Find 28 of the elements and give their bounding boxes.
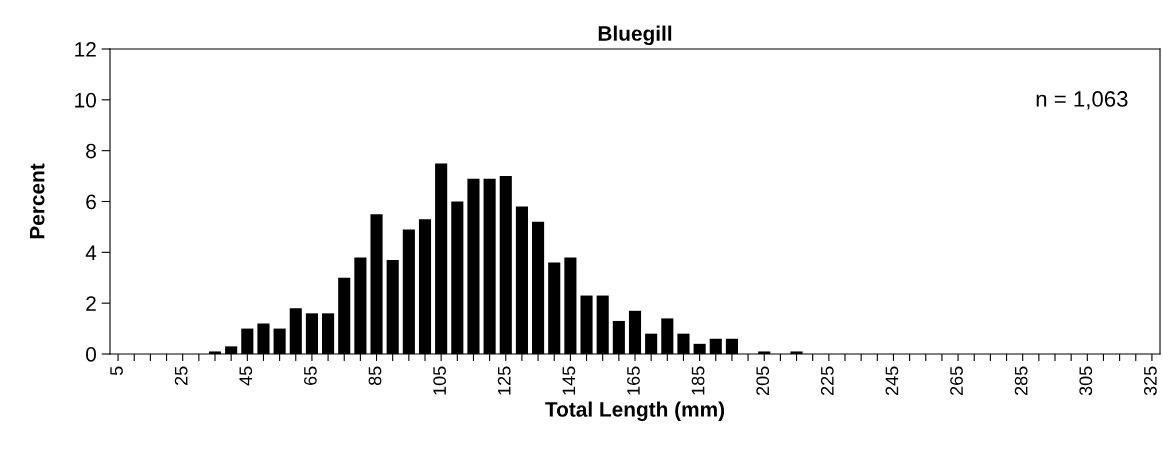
x-tick-label: 305 <box>1079 366 1093 396</box>
x-tick-label: 325 <box>1143 366 1157 396</box>
x-tick-label: 65 <box>303 366 317 385</box>
y-tick-label: 4 <box>85 245 97 260</box>
y-tick-label: 6 <box>86 194 96 210</box>
y-tick-label: 10 <box>75 92 96 108</box>
x-tick-label: 125 <box>497 366 511 395</box>
x-tick-label: 165 <box>627 366 640 395</box>
x-tick-label: 205 <box>756 366 770 396</box>
x-tick-label: 185 <box>691 366 705 395</box>
x-tick-label: 105 <box>433 366 446 395</box>
y-axis-title: Percent <box>29 163 45 239</box>
chart-title: Bluegill <box>598 25 672 46</box>
x-tick-label: 85 <box>368 366 382 386</box>
x-tick-label: 145 <box>562 366 576 395</box>
x-tick-label: 245 <box>885 366 899 396</box>
annotation: n = 1,063 <box>1036 91 1128 110</box>
x-tick-label: 5 <box>110 366 123 376</box>
x-tick-label: 25 <box>174 366 188 385</box>
x-tick-label: 225 <box>820 366 834 396</box>
x-tick-label: 45 <box>239 366 253 386</box>
y-tick-label: 0 <box>86 347 96 362</box>
x-axis-title: Total Length (mm) <box>545 401 725 421</box>
x-tick-label: 285 <box>1014 366 1028 396</box>
x-tick-label: 265 <box>950 366 963 396</box>
y-tick-label: 8 <box>86 143 96 159</box>
y-tick-label: 2 <box>86 296 96 311</box>
y-tick-label: 12 <box>75 42 96 57</box>
